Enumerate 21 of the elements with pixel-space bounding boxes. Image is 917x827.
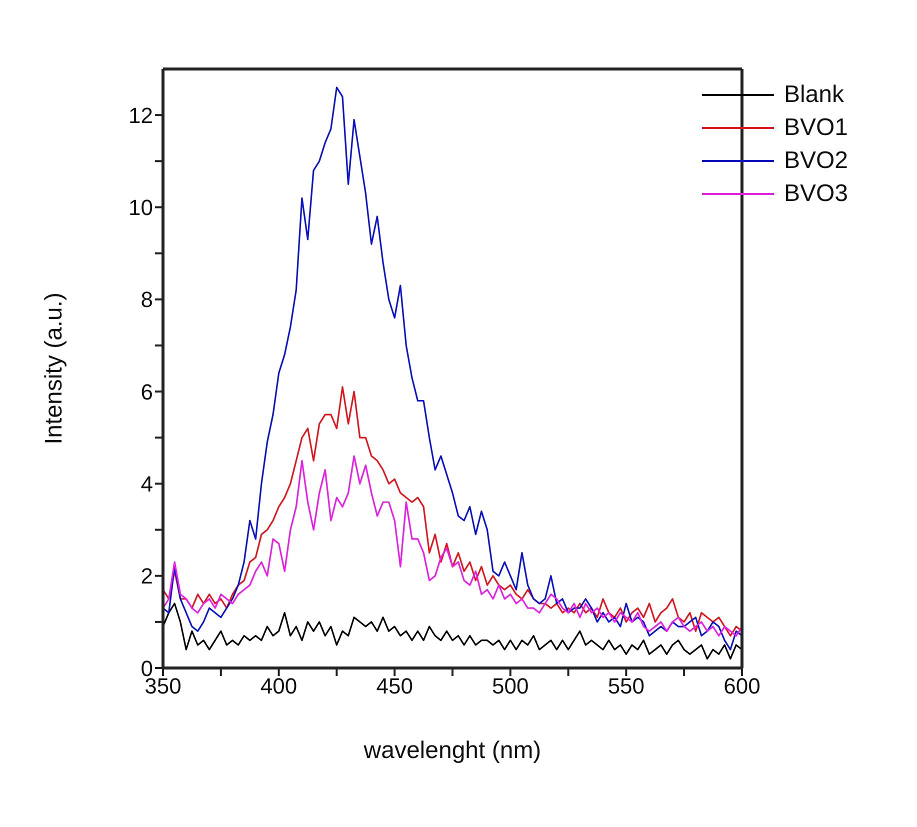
x-tick-label: 600 [724,674,760,699]
legend-label: BVO2 [784,146,848,174]
line-series [163,86,742,650]
x-tick-label: 550 [608,674,645,699]
y-tick-label: 4 [140,472,153,496]
legend-label: BVO3 [784,180,848,208]
x-tick-label: 500 [492,674,529,699]
y-tick-label: 8 [140,287,153,312]
line-series [163,455,742,637]
line-series [163,386,742,637]
y-axis-title: Intensity (a.u.) [40,292,68,445]
y-tick-label: 12 [128,102,153,128]
x-tick-label: 450 [376,674,413,699]
x-axis-title: wavelenght (nm) [362,737,542,764]
legend-label: Blank [784,80,844,108]
y-tick-label: 10 [128,195,153,220]
line-series [163,602,742,660]
y-tick-label: 6 [140,379,153,404]
y-tick-label: 2 [140,564,153,589]
x-tick-label: 400 [260,674,298,699]
legend-label: BVO1 [784,114,848,142]
